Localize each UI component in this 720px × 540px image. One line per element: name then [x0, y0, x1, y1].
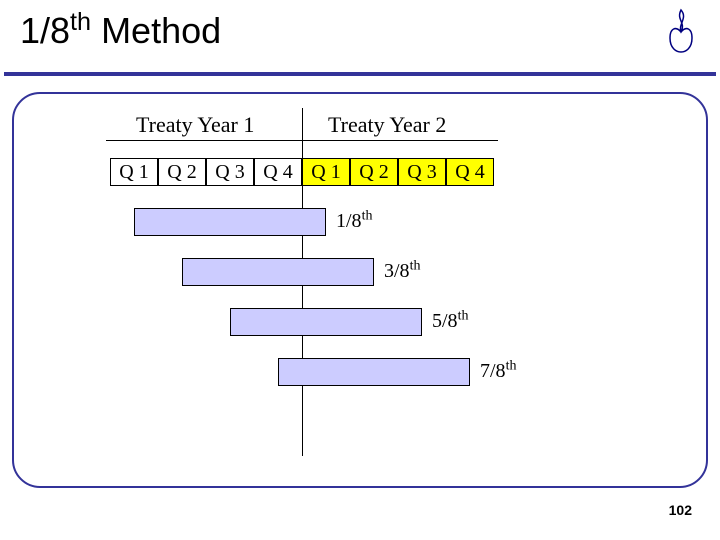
quarter-cell: Q 1 [110, 158, 158, 186]
page-number: 102 [669, 502, 692, 518]
quarter-cell: Q 3 [206, 158, 254, 186]
quarter-cell: Q 3 [398, 158, 446, 186]
fraction-label: 1/8th [336, 210, 372, 233]
quarter-cell: Q 4 [254, 158, 302, 186]
treaty-year-rule [106, 140, 302, 141]
treaty-year-label: Treaty Year 1 [136, 112, 254, 138]
fraction-label: 3/8th [384, 260, 420, 283]
eighths-diagram: Treaty Year 1Treaty Year 2Q 1Q 2Q 3Q 4Q … [0, 0, 720, 540]
fraction-label: 5/8th [432, 310, 468, 333]
treaty-year-label: Treaty Year 2 [328, 112, 446, 138]
fraction-label: 7/8th [480, 360, 516, 383]
period-bar [134, 208, 326, 236]
period-bar [182, 258, 374, 286]
quarter-cell: Q 1 [302, 158, 350, 186]
quarter-cell: Q 4 [446, 158, 494, 186]
treaty-year-rule [302, 140, 498, 141]
period-bar [278, 358, 470, 386]
period-bar [230, 308, 422, 336]
quarter-cell: Q 2 [158, 158, 206, 186]
quarter-cell: Q 2 [350, 158, 398, 186]
